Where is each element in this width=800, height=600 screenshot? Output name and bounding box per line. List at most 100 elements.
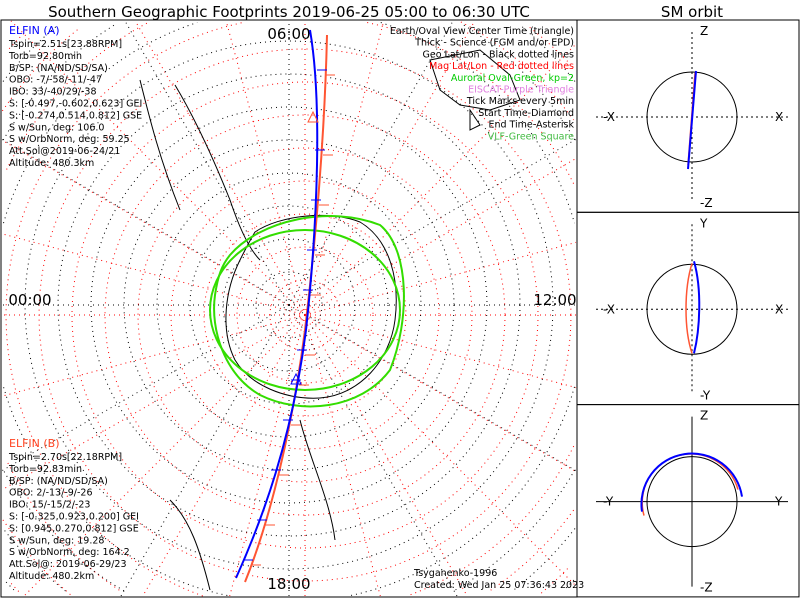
- elfin-b-orbit: [685, 263, 693, 354]
- mag-lon-line: [304, 314, 577, 587]
- axis-label-top: Y: [699, 216, 708, 230]
- info-line: OBO: -7/-58/-11/-47: [9, 75, 102, 86]
- info-line: S w/OrbNorm, deg: 59.25: [9, 134, 130, 145]
- mag-grid: [1, 20, 577, 597]
- elfin-b-info: ELFIN (B) Tspin=2.70s[22.18RPM]Torb=92.83…: [8, 437, 139, 582]
- axis-label-right: X: [775, 302, 783, 316]
- antarctica-coastline: [225, 214, 397, 399]
- africa-coastline: [169, 419, 336, 591]
- axis-label-left: -Y: [603, 495, 614, 509]
- info-line: S: [0.945,0.270,0.812] GSE: [9, 523, 139, 534]
- elfin-a-orbit: [687, 70, 697, 170]
- orbit-panel: Y -Y -X X: [576, 211, 800, 406]
- elfin-a-center-triangle: [290, 372, 302, 385]
- legend-item: Thick - Science (FGM and/or EPD): [414, 38, 574, 49]
- mag-lon-line: [304, 314, 577, 389]
- auroral-oval-inner: [209, 229, 401, 391]
- legend: Earth/Oval View Center Time (triangle)Th…: [390, 26, 575, 142]
- sm-orbit-panels: Z -Z -X X Y -Y -X X Z -Z -Y Y: [576, 19, 800, 598]
- info-line: B/SP: (NA/ND/SD/SA): [9, 63, 108, 74]
- mag-lon-line: [304, 20, 385, 316]
- model-credit: Tsyganenko-1996: [413, 568, 497, 579]
- legend-item: End Time-Asterisk: [488, 120, 574, 131]
- info-line: Altitude: 480.2km: [9, 571, 94, 582]
- info-line: Att.Sol@2019-06-24/21: [9, 146, 120, 157]
- info-line: B/SP: (NA/ND/SD/SA): [9, 476, 108, 487]
- geo-lon-line: [288, 304, 577, 472]
- legend-item: Tick Marks every 5min: [466, 96, 574, 107]
- mag-lon-line: [229, 314, 306, 597]
- mag-lat-circle: [203, 213, 407, 417]
- elfin-a-orbit: [693, 261, 701, 354]
- satellite-name: ELFIN (B): [9, 437, 60, 450]
- geo-lat-circle: [3, 22, 575, 596]
- orbit-title: SM orbit: [661, 3, 723, 21]
- info-line: S w/OrbNorm, deg: 164.2: [9, 547, 130, 558]
- elfin-b-track: [244, 34, 328, 583]
- mag-lon-line: [304, 241, 577, 316]
- info-line: S: [-0.274,0.514,0.812] GSE: [9, 110, 142, 121]
- axis-label-top: Z: [700, 24, 708, 38]
- mag-lon-line: [304, 314, 468, 597]
- mag-lon-line: [304, 158, 577, 316]
- legend-item: Geo Lat/Lon - Black dotted lines: [422, 49, 574, 60]
- mag-lon-line: [304, 314, 381, 597]
- geo-grid: [1, 20, 577, 597]
- axis-label-bottom: -Z: [700, 196, 713, 210]
- axis-label-right: X: [775, 110, 783, 124]
- mag-lat-circle: [5, 22, 575, 597]
- elfin-a-orbit: [640, 452, 743, 512]
- info-line: S: [-0.325,0.923,0.200] GEI: [9, 512, 139, 523]
- mag-lat-circle: [1, 27, 568, 595]
- axis-label-left: -X: [603, 302, 615, 316]
- axis-label-right: Y: [774, 495, 783, 509]
- info-line: S w/Sun, deg: 106.0: [9, 122, 104, 133]
- info-line: OBO: 2/-13/-9/-26: [9, 488, 93, 499]
- mag-lon-line: [304, 314, 577, 472]
- info-line: Torb=92.83min: [8, 464, 82, 475]
- legend-item: Start Time-Diamond: [478, 108, 574, 119]
- mag-lon-line: [225, 20, 306, 316]
- legend-item: Earth/Oval View Center Time (triangle): [390, 26, 574, 37]
- info-line: Tspin=2.70s[22.18RPM]: [8, 452, 122, 463]
- legend-item: EISCAT-Purple Triangle: [468, 85, 574, 96]
- created-timestamp: Created: Wed Jan 25 07:36:43 2023: [414, 580, 584, 591]
- info-line: S: [-0.497,-0.602,0.623] GEI: [9, 99, 142, 110]
- info-line: Tspin=2.51s[23.88RPM]: [8, 39, 122, 50]
- plot-title: Southern Geographic Footprints 2019-06-2…: [48, 3, 530, 21]
- australia-coastline: [429, 49, 521, 131]
- info-line: Att.Sol@: 2019-06-29/23: [9, 559, 127, 570]
- time-label-top: 06:00: [267, 25, 310, 43]
- tick-marks: [243, 69, 335, 566]
- south-america-coastline: [139, 79, 261, 261]
- info-line: IBO: 33/-40/29/-38: [9, 87, 97, 98]
- axis-label-bottom: -Y: [700, 388, 711, 402]
- elfin-b-center-triangle: [307, 110, 319, 123]
- elfin-a-info: ELFIN (A) Tspin=2.51s[23.88RPM]Torb=92.80…: [8, 24, 142, 169]
- orbit-panel: Z -Z -Y Y: [576, 404, 800, 598]
- geo-lon-line: [1, 138, 290, 306]
- info-line: IBO: 15/-15/2/-23: [9, 500, 90, 511]
- elfin-a-track: [235, 29, 319, 579]
- satellite-name: ELFIN (A): [9, 24, 59, 37]
- elfin-b-orbit: [641, 453, 739, 516]
- geo-lon-line: [1, 304, 290, 472]
- orbit-panel: Z -Z -X X: [576, 19, 800, 213]
- axis-label-bottom: -Z: [700, 581, 713, 595]
- geo-lat-circle: [222, 238, 356, 372]
- time-label-left: 00:00: [8, 291, 51, 309]
- orbit-panel-frame: [576, 404, 800, 598]
- time-label-bottom: 18:00: [267, 575, 310, 593]
- geo-lon-line: [288, 138, 577, 306]
- geo-lon-line: [288, 304, 458, 597]
- info-line: Torb=92.80min: [8, 51, 82, 62]
- info-line: Altitude: 480.3km: [9, 158, 94, 169]
- auroral-oval-outer: [213, 215, 405, 408]
- axis-label-left: -X: [603, 110, 615, 124]
- time-label-right: 12:00: [533, 291, 576, 309]
- axis-label-top: Z: [700, 409, 708, 423]
- info-line: S w/Sun, deg: 19.28: [9, 535, 104, 546]
- legend-item: VLF-Green Square: [488, 131, 574, 142]
- geo-lon-line: [120, 304, 290, 597]
